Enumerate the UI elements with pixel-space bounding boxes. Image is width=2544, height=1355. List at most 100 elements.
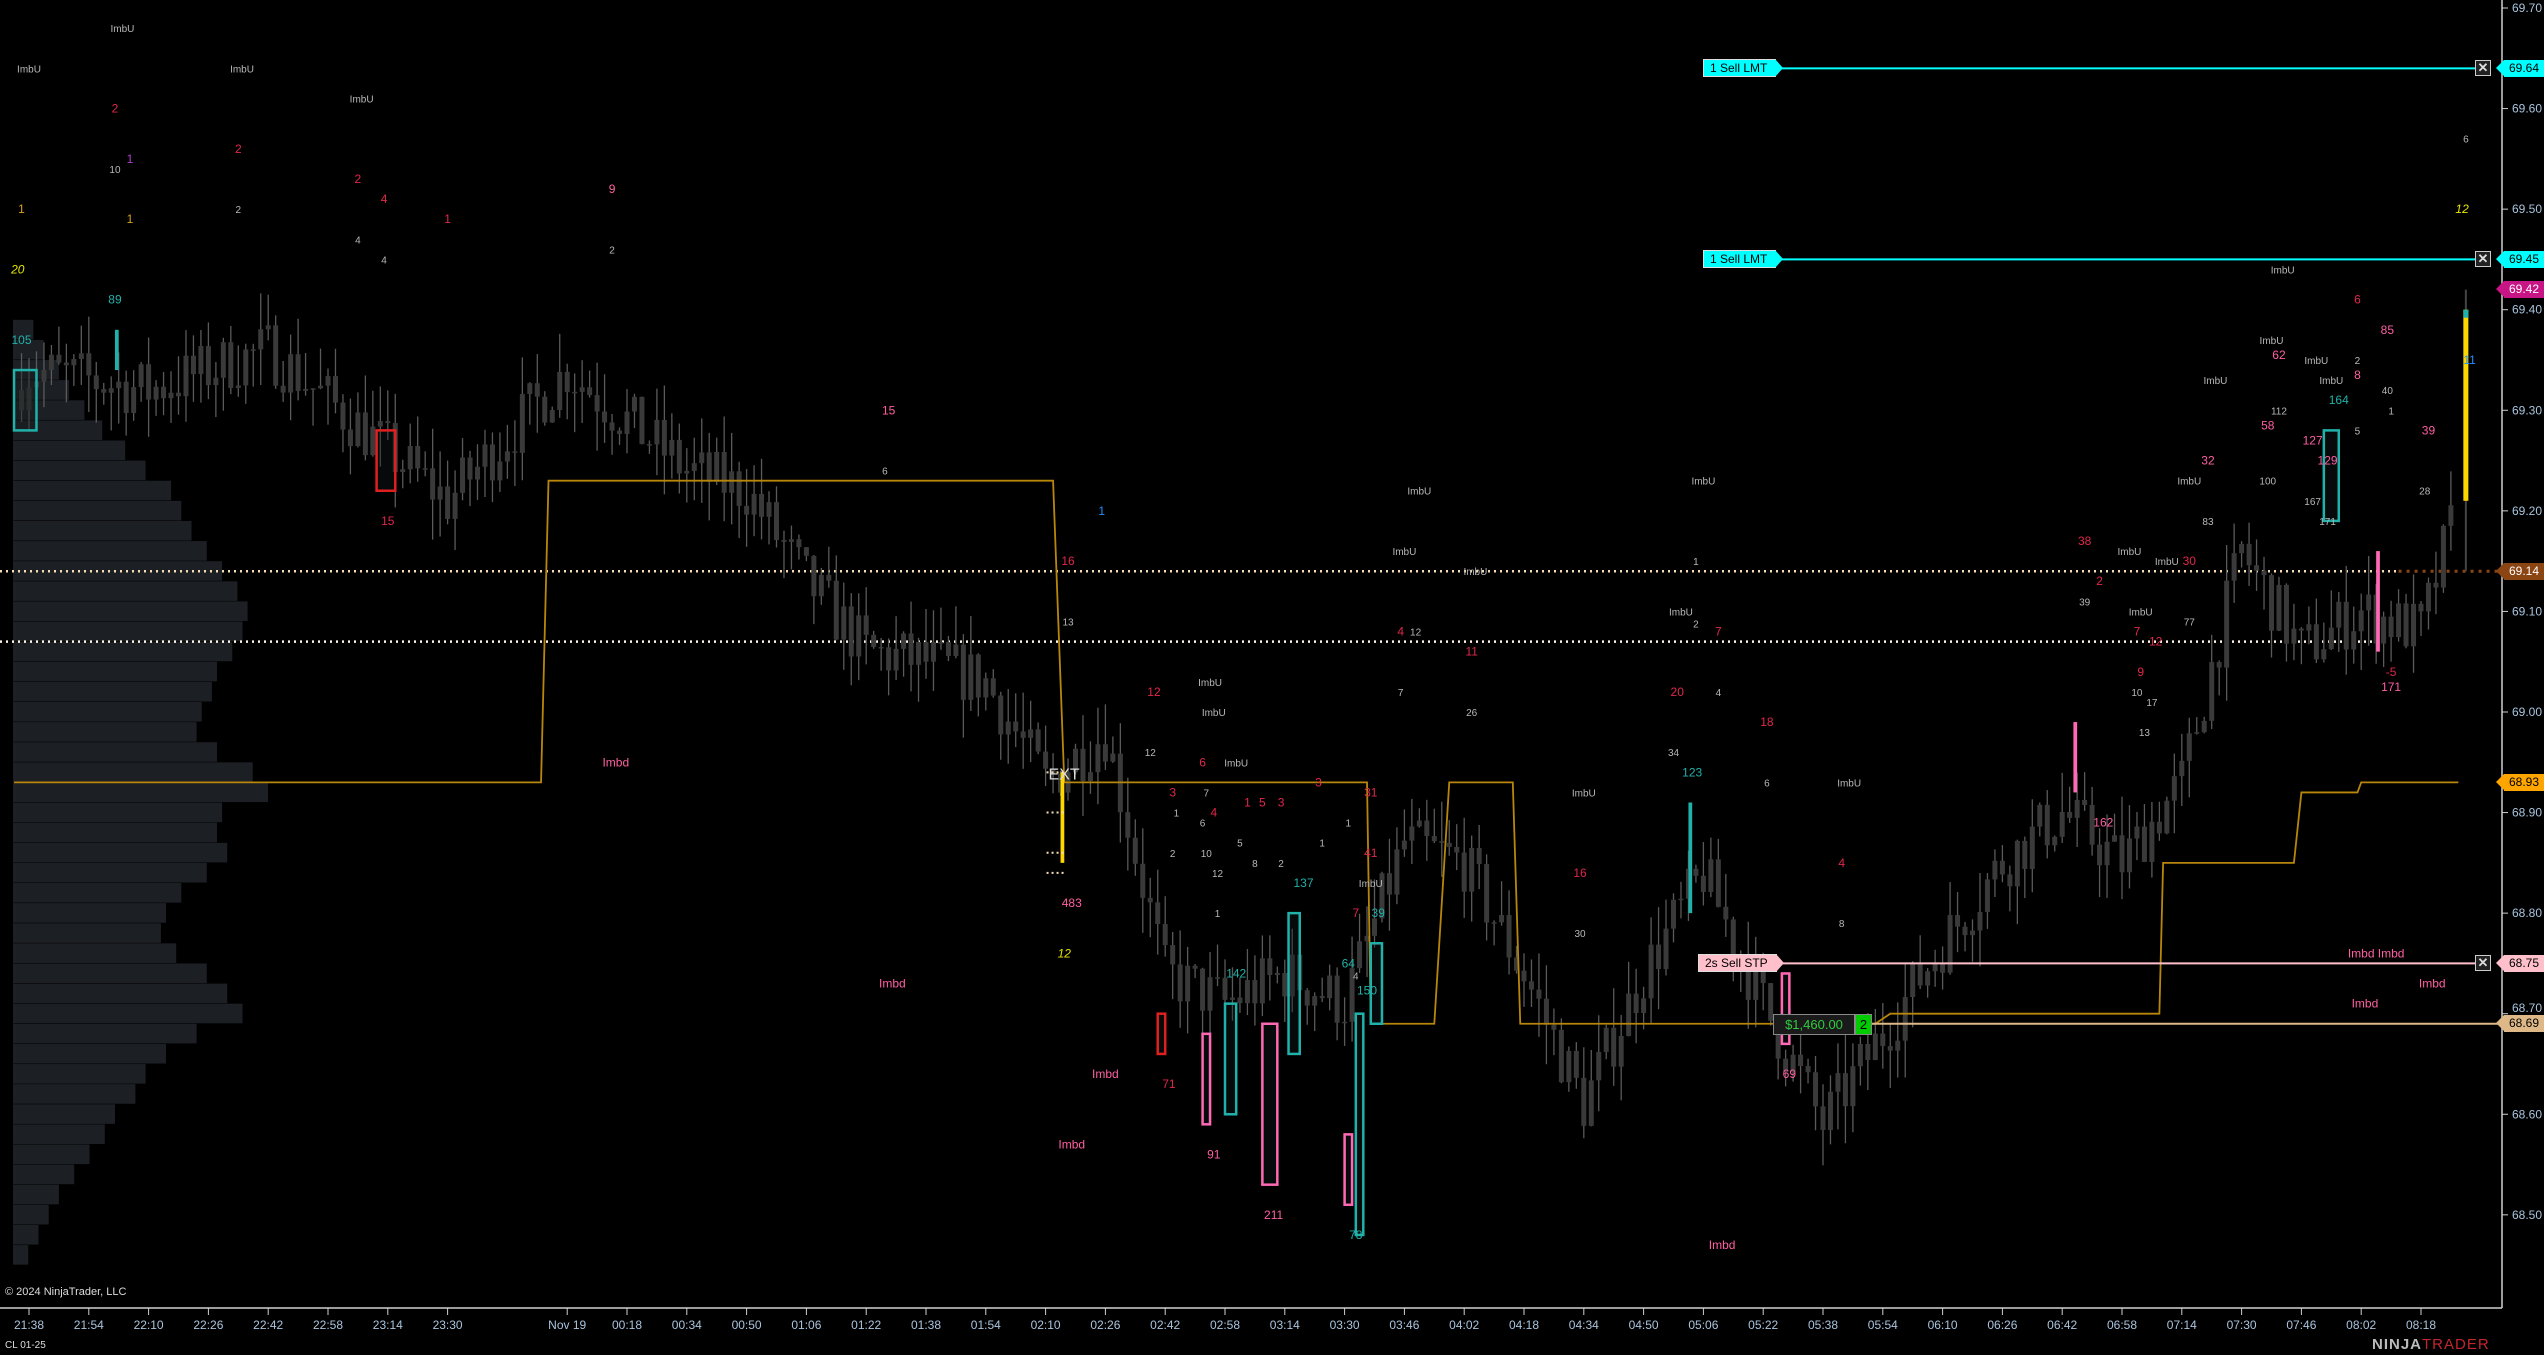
price-tick-label: 69.40: [2512, 303, 2542, 317]
close-order-x-icon[interactable]: ✕: [2475, 955, 2491, 972]
candle-body: [1626, 993, 1632, 1036]
annotation-label: ImbU: [110, 24, 134, 35]
position-pnl[interactable]: $1,460.00: [1773, 1013, 1855, 1035]
order-label[interactable]: 2s Sell STP: [1698, 954, 1784, 973]
order-label[interactable]: 1 Sell LMT: [1703, 250, 1784, 269]
candle-body: [2022, 840, 2028, 869]
candle-body: [848, 606, 854, 657]
annotation-label: 6: [1764, 778, 1770, 789]
candle-body: [1439, 841, 1445, 843]
annotation-label: ImbU: [1463, 567, 1487, 578]
close-order-x-icon[interactable]: ✕: [2475, 251, 2491, 268]
order-lines[interactable]: [1758, 67, 2502, 1025]
candle-body: [168, 392, 174, 399]
candle-body: [2425, 582, 2431, 612]
candle-body: [1895, 1040, 1901, 1051]
annotation-label: 78: [1349, 1228, 1363, 1242]
position-quantity[interactable]: 2: [1855, 1013, 1872, 1035]
candle-body: [968, 654, 974, 700]
candle-body: [1962, 926, 1968, 936]
candle-body: [2418, 603, 2424, 612]
candle-body: [1050, 768, 1056, 774]
volume-profile-bar: [13, 1245, 29, 1265]
candle-body: [1947, 915, 1953, 973]
order-label[interactable]: 1 Sell LMT: [1703, 59, 1784, 78]
annotation-label: 5: [1259, 796, 1266, 810]
annotation-label: 83: [2202, 517, 2214, 528]
candle-body: [183, 355, 189, 397]
candle-body: [437, 486, 443, 500]
candle-body: [579, 387, 585, 392]
annotation-label: 9: [609, 182, 616, 196]
imbalance-zone: [2073, 722, 2078, 793]
candle-body: [385, 421, 391, 424]
annotation-label: 4: [381, 192, 388, 206]
candle-body: [691, 463, 697, 471]
candle-body: [475, 466, 480, 480]
candle-body: [1170, 945, 1176, 965]
candle-body: [258, 329, 264, 350]
annotation-label: 112: [2271, 406, 2287, 417]
volume-profile-bar: [13, 722, 197, 742]
volume-profile-bar: [13, 983, 228, 1004]
candle-body: [1940, 962, 1946, 973]
candle-body: [1827, 1091, 1833, 1130]
annotation-label: 85: [2381, 323, 2395, 337]
annotation-label: 12: [1410, 628, 1422, 639]
candle-body: [415, 446, 421, 469]
imbalance-zone: [1688, 802, 1693, 914]
candle-body: [362, 412, 368, 456]
candle-body: [1304, 990, 1310, 1006]
annotation-label: 39: [2422, 423, 2436, 437]
time-tick-label: 23:14: [373, 1318, 403, 1332]
candle-body: [781, 539, 787, 542]
candle-body: [1386, 873, 1392, 895]
candle-body: [2171, 776, 2177, 801]
candle-body: [2224, 580, 2230, 668]
annotation-label: 1: [1693, 557, 1699, 568]
candle-body: [497, 461, 503, 481]
candle-body: [1925, 971, 1931, 986]
candle-body: [332, 376, 338, 403]
candle-body: [347, 429, 353, 447]
candle-body: [1880, 1033, 1886, 1047]
candle-body: [990, 678, 996, 696]
candle-body: [669, 439, 675, 456]
annotation-label: 91: [1207, 1147, 1221, 1161]
candle-body: [833, 580, 839, 640]
candle-body: [871, 634, 877, 648]
candle-body: [744, 505, 750, 515]
close-order-x-icon[interactable]: ✕: [2475, 60, 2491, 77]
candle-body: [86, 353, 92, 376]
candle-body: [2089, 804, 2095, 845]
time-tick-label: 03:14: [1270, 1318, 1300, 1332]
candle-body: [1110, 753, 1116, 762]
annotation-label: 30: [2183, 554, 2197, 568]
candle-body: [198, 346, 204, 375]
candle-body: [1514, 957, 1520, 971]
annotation-label: 2: [1170, 849, 1176, 860]
candle-body: [116, 381, 122, 389]
annotation-label: 211: [1264, 1208, 1283, 1222]
candle-body: [1043, 751, 1049, 769]
annotation-label: 39: [2079, 597, 2091, 608]
last-candle-body: [2463, 309, 2469, 501]
candle-body: [101, 389, 107, 393]
candle-body: [901, 633, 907, 649]
volume-profile-bar: [13, 460, 146, 481]
annotation-label: 20: [1671, 685, 1685, 699]
candle-body: [2269, 575, 2274, 631]
volume-profile-bar: [13, 1144, 90, 1165]
price-tick-label: 68.90: [2512, 806, 2542, 820]
candle-body: [1783, 1058, 1789, 1072]
candle-body: [841, 606, 847, 640]
candle-body: [2366, 594, 2372, 611]
imbalance-zone: [1156, 1012, 1167, 1056]
candle-body: [303, 388, 309, 391]
annotation-label: 127: [2303, 433, 2323, 447]
candle-body: [2209, 662, 2215, 721]
candle-body: [1469, 847, 1475, 892]
candle-body: [407, 446, 413, 470]
candle-body: [1596, 1051, 1602, 1081]
